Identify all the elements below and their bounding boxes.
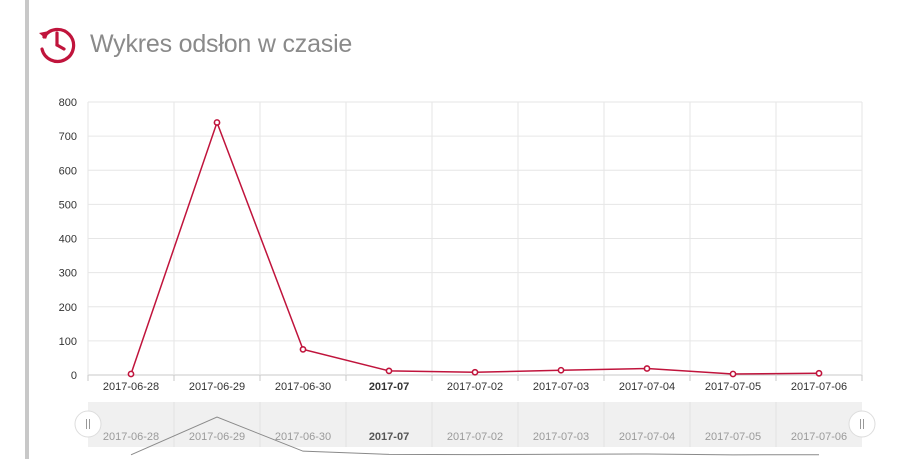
y-tick-label: 700 — [59, 131, 77, 143]
x-tick-label: 2017-07-05 — [705, 381, 761, 393]
x-tick-label: 2017-07 — [369, 381, 409, 393]
y-tick-label: 500 — [59, 199, 77, 211]
x-axis: 2017-06-28 2017-06-29 2017-06-30 2017-07 201… — [87, 375, 863, 393]
page-title: Wykres odsłon w czasie — [90, 29, 353, 58]
navigator-tick-label: 2017-07-05 — [705, 431, 761, 443]
clock-history-icon — [39, 27, 76, 63]
navigator-tick-label: 2017-06-29 — [189, 431, 245, 443]
data-point — [299, 346, 307, 353]
navigator-series-line — [130, 416, 820, 456]
navigator-handle-left-knob — [74, 410, 102, 438]
navigator-handle-right[interactable] — [848, 410, 876, 438]
navigator-tick-label: 2017-07-03 — [533, 431, 589, 443]
navigator-tick-label: 2017-07-04 — [619, 431, 675, 443]
x-tick-label: 2017-07-04 — [619, 381, 675, 393]
navigator-tick-label: 2017-07 — [369, 431, 409, 443]
series-line — [130, 120, 820, 375]
x-tick-label: 2017-06-28 — [103, 381, 159, 393]
data-point — [471, 368, 479, 376]
y-tick-label: 200 — [59, 302, 77, 314]
y-tick-label: 0 — [71, 370, 77, 382]
navigator-handle-right-knob — [848, 410, 876, 438]
y-tick-label: 300 — [59, 268, 77, 280]
x-tick-label: 2017-07-06 — [791, 381, 847, 393]
navigator-tick-label: 2017-07-02 — [447, 431, 503, 443]
x-tick-label: 2017-07-03 — [533, 381, 589, 393]
x-tick-label: 2017-07-02 — [447, 381, 503, 393]
navigator-tick-label: 2017-06-28 — [103, 431, 159, 443]
data-point — [385, 367, 393, 375]
chart-grid — [87, 101, 863, 376]
data-point — [643, 365, 651, 372]
navigator-track — [88, 402, 862, 447]
data-point — [815, 369, 823, 377]
y-tick-label: 800 — [59, 97, 77, 109]
left-border — [25, 0, 29, 459]
x-tick-label: 2017-06-30 — [275, 381, 331, 393]
data-point — [557, 366, 565, 374]
x-tick-label: 2017-06-29 — [189, 381, 245, 393]
y-axis: 0 100 200 300 400 500 600 700 800 — [59, 97, 77, 382]
header: Wykres odsłon w czasie — [36, 22, 352, 66]
chart-navigator: 2017-06-28 2017-06-29 2017-06-30 2017-07 201… — [74, 402, 876, 456]
chart-series — [127, 119, 823, 378]
y-tick-label: 600 — [59, 165, 77, 177]
data-point — [213, 119, 221, 126]
navigator-handle-left[interactable] — [74, 410, 102, 438]
data-point — [127, 370, 135, 378]
data-point — [729, 370, 737, 378]
y-tick-label: 400 — [59, 234, 77, 246]
y-tick-label: 100 — [59, 336, 77, 348]
navigator-tick-label: 2017-06-30 — [275, 431, 331, 443]
navigator-tick-label: 2017-07-06 — [791, 431, 847, 443]
